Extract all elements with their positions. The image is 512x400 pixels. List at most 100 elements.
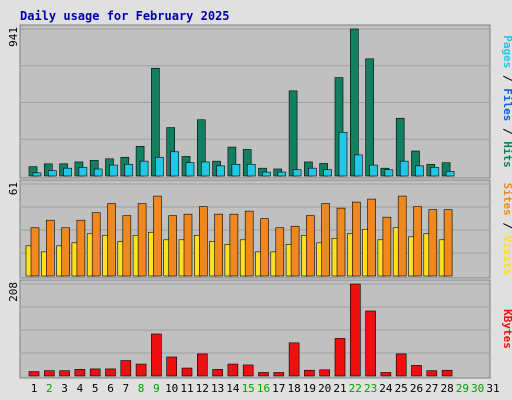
bar-pages bbox=[201, 161, 210, 177]
panel-kbytes-ymax-label: 208 bbox=[7, 282, 20, 302]
chart-panels: 941 Pages / Files / Hits 61 Sites / Visits 2… bbox=[7, 24, 512, 379]
bar-kbytes bbox=[43, 370, 55, 377]
x-tick-label: 16 bbox=[257, 382, 270, 395]
bar-kbytes bbox=[304, 369, 315, 377]
bar-visits bbox=[45, 219, 55, 277]
bar-kbytes bbox=[135, 363, 147, 377]
panel-traffic-ymax-label: 941 bbox=[7, 27, 20, 47]
bar-pages bbox=[308, 167, 317, 177]
x-tick-label: 26 bbox=[410, 382, 423, 395]
bar-kbytes bbox=[258, 372, 269, 377]
x-axis-ticks: 1 2 3 4 5 6 7 8 9 10 11 12 13 14 15 16 17 18 19 20 21 22 23 24 2… bbox=[31, 382, 500, 395]
bar-visits bbox=[122, 215, 132, 277]
bar-pages bbox=[384, 169, 394, 177]
x-tick-label: 20 bbox=[318, 382, 331, 395]
bar-kbytes bbox=[151, 333, 162, 377]
x-tick-label: 18 bbox=[287, 382, 300, 395]
bar-pages bbox=[262, 171, 271, 177]
legend-entry: / bbox=[501, 68, 512, 88]
bar-visits bbox=[260, 218, 269, 277]
bar-kbytes bbox=[212, 369, 223, 377]
x-tick-label: 23 bbox=[364, 382, 377, 395]
bar-visits bbox=[153, 195, 162, 277]
panel-kbytes: 208 KBytes bbox=[7, 279, 512, 379]
legend-entry: KBytes bbox=[501, 309, 512, 349]
bar-pages bbox=[445, 171, 455, 177]
bar-kbytes bbox=[411, 365, 422, 377]
bar-pages bbox=[170, 151, 179, 177]
x-tick-label: 10 bbox=[165, 382, 178, 395]
bar-visits bbox=[443, 209, 453, 277]
x-tick-label: 25 bbox=[395, 382, 408, 395]
x-tick-label: 24 bbox=[379, 382, 393, 395]
legend-entry: Hits bbox=[501, 141, 512, 168]
bar-visits bbox=[168, 215, 177, 277]
bar-kbytes bbox=[349, 283, 361, 377]
bar-kbytes bbox=[89, 368, 101, 377]
panel-visits-ymax-label: 61 bbox=[7, 182, 20, 195]
x-tick-label: 6 bbox=[107, 382, 114, 395]
bar-visits bbox=[61, 227, 70, 277]
bar-visits bbox=[30, 227, 40, 277]
x-tick-label: 21 bbox=[333, 382, 346, 395]
bar-kbytes bbox=[227, 363, 239, 377]
chart-title: Daily usage for February 2025 bbox=[20, 9, 230, 23]
x-tick-label: 19 bbox=[303, 382, 316, 395]
bar-pages bbox=[338, 131, 348, 177]
legend-entry: Sites bbox=[501, 183, 512, 216]
bar-kbytes bbox=[242, 364, 254, 377]
bar-visits bbox=[428, 209, 438, 277]
x-tick-label: 7 bbox=[122, 382, 129, 395]
bar-pages bbox=[109, 164, 118, 177]
bar-visits bbox=[199, 206, 208, 277]
bar-visits bbox=[306, 215, 315, 277]
panel-traffic: 941 Pages / Files / Hits bbox=[7, 24, 512, 179]
bar-pages bbox=[246, 163, 256, 177]
bar-visits bbox=[183, 213, 193, 277]
bar-pages bbox=[399, 160, 409, 177]
bar-pages bbox=[277, 171, 287, 177]
bar-visits bbox=[244, 210, 254, 277]
bar-visits bbox=[290, 225, 300, 277]
bar-kbytes bbox=[380, 372, 392, 377]
x-tick-label: 12 bbox=[196, 382, 209, 395]
bar-kbytes bbox=[365, 310, 376, 377]
bar-pages bbox=[216, 165, 225, 177]
x-tick-label: 2 bbox=[46, 382, 53, 395]
legend-entry: Files bbox=[501, 88, 512, 121]
bar-kbytes bbox=[28, 371, 40, 377]
bar-visits bbox=[367, 198, 376, 277]
bar-kbytes bbox=[395, 353, 407, 377]
bar-kbytes bbox=[441, 369, 453, 377]
x-tick-label: 17 bbox=[272, 382, 285, 395]
bar-pages bbox=[323, 169, 333, 177]
bar-visits bbox=[413, 206, 422, 277]
bar-visits bbox=[91, 212, 101, 277]
bar-visits bbox=[107, 203, 116, 277]
bar-kbytes bbox=[288, 342, 300, 377]
bar-visits bbox=[76, 219, 86, 277]
bar-pages bbox=[63, 167, 72, 177]
x-tick-label: 14 bbox=[226, 382, 240, 395]
x-tick-label: 30 bbox=[471, 382, 484, 395]
panel-visits-legend: Sites / Visits bbox=[501, 183, 512, 276]
x-tick-label: 4 bbox=[77, 382, 84, 395]
bar-pages bbox=[155, 156, 164, 177]
bar-kbytes bbox=[181, 367, 193, 377]
x-tick-label: 22 bbox=[349, 382, 362, 395]
x-tick-label: 1 bbox=[31, 382, 38, 395]
bar-pages bbox=[32, 172, 42, 177]
bar-visits bbox=[397, 195, 407, 277]
panel-visits: 61 Sites / Visits bbox=[7, 179, 512, 279]
x-tick-label: 28 bbox=[440, 382, 453, 395]
bar-kbytes bbox=[74, 369, 86, 377]
x-tick-label: 15 bbox=[242, 382, 255, 395]
x-tick-label: 27 bbox=[425, 382, 438, 395]
bar-visits bbox=[336, 207, 346, 277]
bar-hits bbox=[288, 90, 298, 177]
x-tick-label: 13 bbox=[211, 382, 224, 395]
bar-kbytes bbox=[273, 372, 285, 377]
legend-entry: Pages bbox=[501, 35, 512, 68]
bar-pages bbox=[47, 170, 57, 177]
